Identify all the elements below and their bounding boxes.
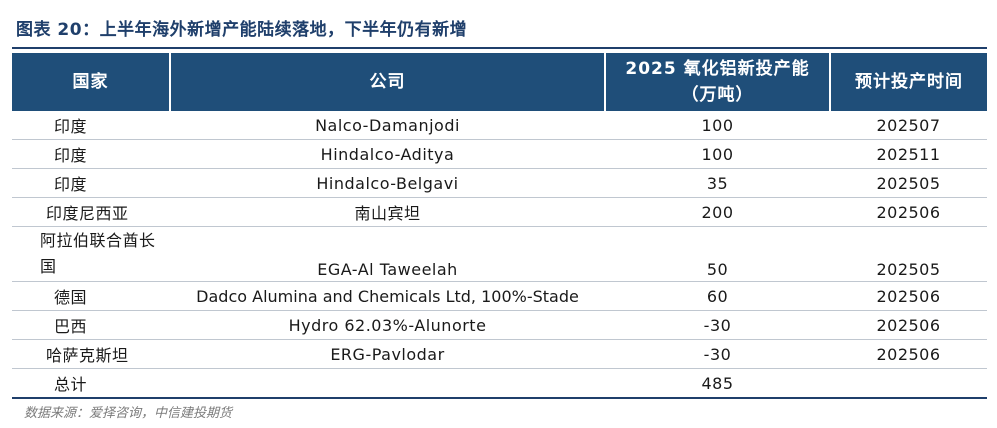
capacity-cell: 200 [605,197,830,227]
country-cell: 印度 [12,168,170,198]
time-cell: 202506 [830,339,987,369]
total-company-cell [170,368,605,399]
capacity-cell: 60 [605,281,830,311]
total-capacity: 485 [605,368,830,399]
company-cell: Hydro 62.03%-Alunorte [170,310,605,340]
time-cell: 202506 [830,281,987,311]
country-cell: 印度 [12,139,170,169]
company-cell: Hindalco-Belgavi [170,168,605,198]
capacity-table: 国家 公司 2025 氧化铝新投产能（万吨） 预计投产时间 印度 Nalco-D… [12,53,987,399]
header-country: 国家 [12,53,170,111]
country-cell: 印度尼西亚 [12,197,170,227]
capacity-cell: 100 [605,139,830,169]
table-row: 阿拉伯联合酋长国 EGA-Al Taweelah 50 202505 [12,226,987,282]
table-row: 巴西 Hydro 62.03%-Alunorte -30 202506 [12,310,987,340]
capacity-cell: -30 [605,310,830,340]
table-row: 印度尼西亚 南山宾坦 200 202506 [12,197,987,227]
company-cell: Hindalco-Aditya [170,139,605,169]
total-label: 总计 [12,368,170,399]
company-cell: Nalco-Damanjodi [170,111,605,140]
capacity-cell: -30 [605,339,830,369]
table-row: 德国 Dadco Alumina and Chemicals Ltd, 100%… [12,281,987,311]
figure-title: 图表 20：上半年海外新增产能陆续落地，下半年仍有新增 [16,20,468,40]
table-row: 印度 Hindalco-Belgavi 35 202505 [12,168,987,198]
table-body: 印度 Nalco-Damanjodi 100 202507 印度 Hindalc… [12,111,987,399]
time-cell: 202505 [830,168,987,198]
header-capacity: 2025 氧化铝新投产能（万吨） [604,53,830,111]
time-cell: 202511 [830,139,987,169]
time-cell: 202506 [830,310,987,340]
time-cell: 202506 [830,197,987,227]
country-cell: 德国 [12,281,170,311]
capacity-cell: 100 [605,111,830,140]
company-cell: Dadco Alumina and Chemicals Ltd, 100%-St… [170,281,605,311]
table-row: 印度 Nalco-Damanjodi 100 202507 [12,111,987,140]
country-cell: 哈萨克斯坦 [12,339,170,369]
time-cell: 202505 [830,226,987,282]
company-cell: EGA-Al Taweelah [170,226,605,282]
capacity-cell: 35 [605,168,830,198]
source-note: 数据来源：爱择咨询，中信建投期货 [24,406,233,421]
capacity-cell: 50 [605,226,830,282]
company-cell: 南山宾坦 [170,197,605,227]
country-cell: 巴西 [12,310,170,340]
time-cell: 202507 [830,111,987,140]
country-cell: 阿拉伯联合酋长国 [12,226,170,282]
company-cell: ERG-Pavlodar [170,339,605,369]
header-time: 预计投产时间 [829,53,987,111]
title-divider [12,47,987,49]
table-row: 印度 Hindalco-Aditya 100 202511 [12,139,987,169]
table-header: 国家 公司 2025 氧化铝新投产能（万吨） 预计投产时间 [12,53,987,111]
table-row: 哈萨克斯坦 ERG-Pavlodar -30 202506 [12,339,987,369]
total-row: 总计 485 [12,368,987,399]
total-time-cell [830,368,987,399]
country-cell: 印度 [12,111,170,140]
header-company: 公司 [169,53,605,111]
